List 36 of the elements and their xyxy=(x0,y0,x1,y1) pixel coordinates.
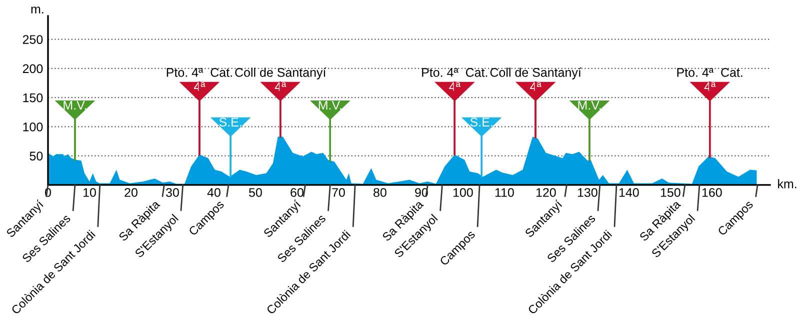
x-tick-label: 10 xyxy=(83,188,96,197)
x-tick-label: 80 xyxy=(374,188,386,197)
annotation: 4ª xyxy=(274,82,286,91)
x-tick-label: 60 xyxy=(290,188,304,197)
annotation: 4ª xyxy=(530,82,542,91)
annotation: M.V. xyxy=(64,100,86,110)
annotation: S.E. xyxy=(470,118,492,127)
x-tick-label: 120 xyxy=(536,188,556,197)
x-tick-label: 20 xyxy=(124,188,138,197)
x-tick-label: 160 xyxy=(702,188,722,197)
annotation: 4ª xyxy=(194,82,206,91)
x-tick-label: 140 xyxy=(619,188,639,197)
y-tick-label: 250 xyxy=(22,35,43,44)
x-tick-label: 150 xyxy=(660,188,680,197)
x-tick-label: 70 xyxy=(332,188,345,197)
x-tick-label: 40 xyxy=(207,188,220,197)
annotation: Coll de Santanyí xyxy=(235,68,326,80)
annotation: Pto. 4ª Cat. xyxy=(166,68,232,77)
x-tick-label: 50 xyxy=(249,188,262,197)
annotation: M.V. xyxy=(578,100,601,110)
x-tick-label: 30 xyxy=(166,188,179,197)
annotation: Pto. 4ª Cat. xyxy=(422,68,488,77)
y-tick-label: 100 xyxy=(23,122,43,132)
x-tick-label: 130 xyxy=(578,188,598,197)
x-tick-label: 110 xyxy=(495,188,514,197)
annotation: Pto. 4ª Cat. xyxy=(677,68,742,77)
y-tick-label: 50 xyxy=(30,152,43,160)
y-tick-label: 200 xyxy=(22,64,43,74)
y-axis-title: m. xyxy=(31,6,44,14)
annotation: Coll de Santanyí xyxy=(490,68,582,80)
annotation: 4ª xyxy=(449,82,460,91)
y-tick-label: 150 xyxy=(23,93,43,102)
x-tick-label: 100 xyxy=(453,188,473,197)
annotation: M.V. xyxy=(318,100,342,110)
annotation: S.E. xyxy=(219,118,242,127)
x-axis-title: km. xyxy=(778,179,796,188)
